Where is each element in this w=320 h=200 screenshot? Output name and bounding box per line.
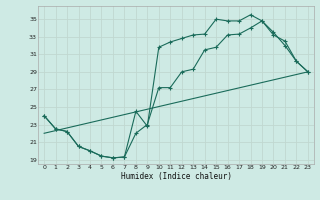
X-axis label: Humidex (Indice chaleur): Humidex (Indice chaleur) xyxy=(121,172,231,181)
